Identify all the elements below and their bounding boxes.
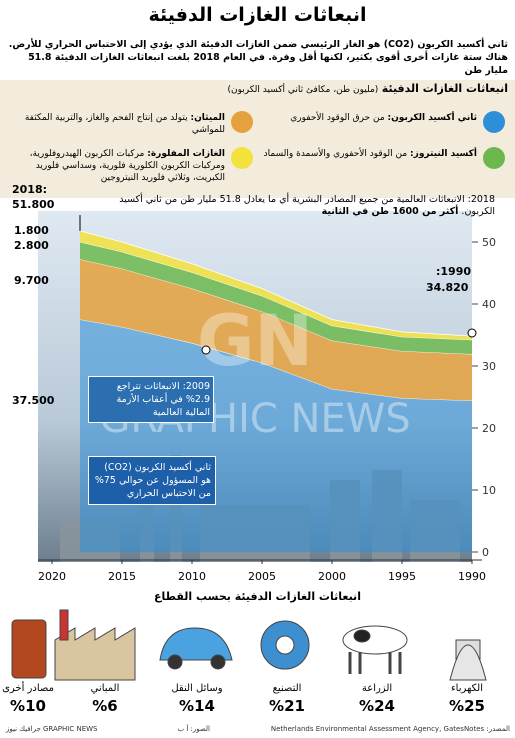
- photo-credit: الصور: أ ب: [177, 725, 211, 733]
- y-tick-label: 10: [482, 484, 496, 497]
- icon-cow: [342, 625, 408, 655]
- area-line: [79, 230, 473, 337]
- legend-swatch: [231, 147, 253, 169]
- x-tick-label: 2010: [178, 570, 206, 583]
- sector-label: مصادر أخرى: [2, 683, 54, 694]
- legend-description: مركبات الكربون الهيدروفلورية، ومركبات ال…: [29, 149, 225, 183]
- annotation-box: 2009: الانبعاثات تتراجع 2.9% في أعقاب ال…: [88, 376, 214, 423]
- sector-label: التصنيع: [272, 683, 302, 694]
- annotation-box: ثاني أكسيد الكربون (CO2) هو المسؤول عن ح…: [88, 456, 216, 505]
- x-tick-label: 2020: [38, 570, 66, 583]
- marker-1990: [467, 328, 477, 338]
- y-tick-label: 20: [482, 422, 496, 435]
- annotation-label: 34.820: [426, 281, 469, 294]
- annotation-text: أكثر من 1600 طن في الثانية: [321, 206, 459, 217]
- annotation-label: 9.700: [14, 274, 49, 287]
- annotation-label: :1990: [436, 265, 472, 278]
- legend-entry: ثاني أكسيد الكربون: من حرق الوقود الأحفو…: [262, 112, 477, 124]
- sector-value: %21: [269, 697, 305, 715]
- legend-subtitle: (مليون طن، مكافئ ثاني أكسيد الكربون): [227, 85, 379, 95]
- x-tick-label: 2015: [108, 570, 136, 583]
- y-tick-label: 0: [482, 546, 489, 559]
- sector-label: وسائل النقل: [171, 683, 223, 694]
- sector-title: انبعاثات الغازات الدفيئة بحسب القطاع: [154, 590, 361, 603]
- icon-building: [59, 609, 69, 641]
- y-tick-label: 50: [482, 236, 496, 249]
- legend-name: أكسيد النيتروز:: [410, 149, 477, 159]
- annotation-label: 51.800: [12, 198, 55, 211]
- annotation: 2018: الانبعاثات العالمية من جميع المصاد…: [95, 194, 495, 218]
- annotation-label: 2.800: [14, 239, 49, 252]
- legend-background: [0, 80, 515, 198]
- legend-swatch: [483, 111, 505, 133]
- icon-car: [210, 654, 226, 670]
- icon-cow: [353, 629, 371, 643]
- legend-header: انبعاثات الغازات الدفيئة (مليون طن، مكاف…: [8, 82, 508, 95]
- area: [80, 230, 472, 340]
- sector-value: %14: [179, 697, 215, 715]
- x-tick-label: 2005: [248, 570, 276, 583]
- icon-barrel: [11, 619, 47, 679]
- legend-name: ثاني أكسيد الكربون:: [387, 113, 477, 123]
- annotation-text: 2018: الانبعاثات العالمية من جميع المصاد…: [119, 194, 495, 217]
- y-tick-label: 40: [482, 298, 496, 311]
- source: المصدر: Netherlands Environmental Assess…: [270, 725, 510, 733]
- sector-label: الزراعة: [361, 683, 393, 694]
- legend-description: يتولد من إنتاج الفحم والغاز، والتربية ال…: [24, 113, 225, 135]
- sector-value: %6: [92, 697, 118, 715]
- x-tick-label: 1990: [458, 570, 486, 583]
- watermark-logo: GN: [197, 300, 313, 382]
- sector-value: %25: [449, 697, 485, 715]
- sector-label: الكهرباء: [450, 683, 483, 694]
- legend-entry: الغازات المفلورة: مركبات الكربون الهيدرو…: [10, 148, 225, 184]
- intro: ثاني أكسيد الكربون (CO2) هو الغاز الرئيس…: [8, 39, 508, 76]
- sector-icons: [11, 609, 487, 681]
- icon-car: [159, 627, 233, 661]
- legend-name: الميثان:: [190, 113, 225, 123]
- sector-value: %10: [10, 697, 46, 715]
- y-tick-label: 30: [482, 360, 496, 373]
- sector-label: المباني: [90, 683, 120, 694]
- icon-power: [449, 644, 487, 681]
- area: [80, 242, 472, 355]
- legend-entry: أكسيد النيتروز: من الوقود الأحفوري والأس…: [262, 148, 477, 160]
- legend-description: من الوقود الأحفوري والأسمدة والسماد: [263, 149, 408, 159]
- annotation-label: 37.500: [12, 394, 55, 407]
- icon-gear: [275, 635, 295, 655]
- icon-cow: [348, 652, 402, 674]
- annotation-label: 1.800: [14, 224, 49, 237]
- legend-entry: الميثان: يتولد من إنتاج الفحم والغاز، وا…: [10, 112, 225, 136]
- sector-value: %24: [359, 697, 395, 715]
- title: انبعاثات الغازات الدفيئة: [148, 4, 367, 26]
- legend-name: الغازات المفلورة:: [147, 149, 225, 159]
- annotation-label: 2018:: [12, 183, 48, 196]
- legend-title: انبعاثات الغازات الدفيئة: [381, 82, 508, 95]
- legend-description: من حرق الوقود الأحفوري: [290, 113, 385, 123]
- x-tick-label: 1995: [388, 570, 416, 583]
- icon-car: [167, 654, 183, 670]
- legend-swatch: [483, 147, 505, 169]
- legend-swatch: [231, 111, 253, 133]
- marker-2009: [201, 345, 211, 355]
- x-tick-label: 2000: [318, 570, 346, 583]
- area: [80, 259, 472, 401]
- credit: GRAPHIC NEWS جرافيك نيوز: [6, 725, 98, 733]
